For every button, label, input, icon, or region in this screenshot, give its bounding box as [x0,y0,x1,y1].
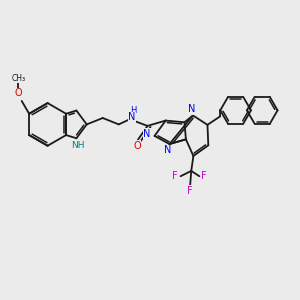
Text: N: N [164,146,171,155]
Text: H: H [130,106,136,115]
Text: N: N [188,104,196,115]
Text: N: N [128,112,136,122]
Text: N: N [143,129,151,139]
Text: CH₃: CH₃ [11,74,26,83]
Text: F: F [188,186,193,196]
Text: O: O [133,141,141,151]
Text: O: O [15,88,22,98]
Text: F: F [201,171,207,181]
Text: F: F [172,171,178,181]
Text: NH: NH [71,141,84,150]
